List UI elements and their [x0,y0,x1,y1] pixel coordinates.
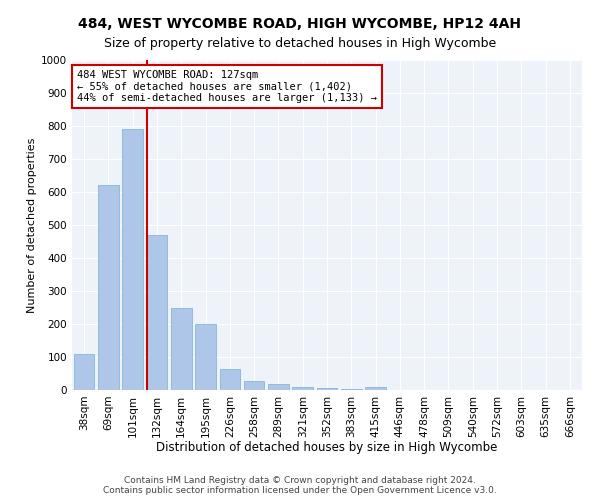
Y-axis label: Number of detached properties: Number of detached properties [27,138,37,312]
Bar [146,235,167,390]
Bar [365,386,386,390]
Text: 484, WEST WYCOMBE ROAD, HIGH WYCOMBE, HP12 4AH: 484, WEST WYCOMBE ROAD, HIGH WYCOMBE, HP… [79,18,521,32]
X-axis label: Distribution of detached houses by size in High Wycombe: Distribution of detached houses by size … [157,441,497,454]
Bar [74,354,94,390]
Bar [171,308,191,390]
Text: Size of property relative to detached houses in High Wycombe: Size of property relative to detached ho… [104,38,496,51]
Bar [292,386,313,390]
Text: 484 WEST WYCOMBE ROAD: 127sqm
← 55% of detached houses are smaller (1,402)
44% o: 484 WEST WYCOMBE ROAD: 127sqm ← 55% of d… [77,70,377,103]
Bar [268,384,289,390]
Text: Contains HM Land Registry data © Crown copyright and database right 2024.
Contai: Contains HM Land Registry data © Crown c… [103,476,497,495]
Bar [317,388,337,390]
Bar [220,368,240,390]
Bar [244,381,265,390]
Bar [98,186,119,390]
Bar [122,130,143,390]
Bar [195,324,216,390]
